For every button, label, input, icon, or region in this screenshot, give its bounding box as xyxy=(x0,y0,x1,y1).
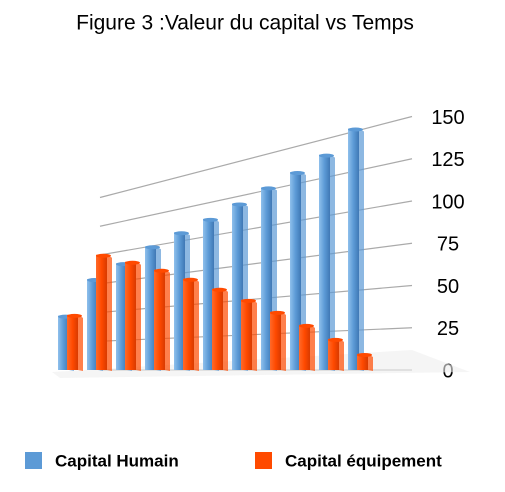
bar-side xyxy=(252,299,257,371)
bar-top xyxy=(174,231,189,236)
bar xyxy=(67,313,83,371)
bar-face xyxy=(261,187,272,370)
bar-side xyxy=(310,324,315,371)
bar-face xyxy=(154,269,165,370)
bar-face xyxy=(174,232,185,370)
bar-top xyxy=(290,171,305,176)
bar-face xyxy=(116,263,127,370)
bar-top xyxy=(145,245,160,250)
chart-title: Figure 3 :Valeur du capital vs Temps xyxy=(76,12,414,35)
bar-face xyxy=(299,324,310,370)
bar xyxy=(299,323,315,371)
bar-top xyxy=(154,268,169,273)
bar-face xyxy=(203,218,214,370)
bar xyxy=(290,171,306,371)
bar-face xyxy=(357,353,368,370)
y-tick-label: 150 xyxy=(431,107,464,129)
bar-side xyxy=(194,278,199,371)
bar xyxy=(270,310,286,371)
y-tick-label: 125 xyxy=(431,149,464,171)
bar-side xyxy=(107,254,112,371)
bar-side xyxy=(359,128,364,371)
bar xyxy=(183,277,199,371)
bar-top xyxy=(348,127,363,132)
bar-face xyxy=(232,203,243,370)
bar-top xyxy=(357,352,372,357)
bar-face xyxy=(212,288,223,370)
y-tick-label: 100 xyxy=(431,191,464,213)
grid-line xyxy=(99,158,413,227)
bar-top xyxy=(125,260,140,265)
bar-top xyxy=(183,277,198,282)
y-tick-label: 75 xyxy=(437,234,459,256)
bar-side xyxy=(281,311,286,371)
bar-top xyxy=(212,287,227,292)
bar-face xyxy=(241,299,252,370)
legend-swatch xyxy=(25,452,42,469)
bar-side xyxy=(368,353,373,371)
bar xyxy=(241,298,257,371)
bar-top xyxy=(96,253,111,258)
bar-side xyxy=(136,261,141,371)
legend-swatch xyxy=(255,452,272,469)
bar-side xyxy=(339,338,344,371)
bar-side xyxy=(223,288,228,371)
legend-label: Capital Humain xyxy=(55,451,179,470)
bar xyxy=(212,287,228,371)
bar-top xyxy=(319,153,334,158)
bar-side xyxy=(165,269,170,371)
bar-top xyxy=(241,298,256,303)
bar xyxy=(357,352,373,371)
bar-top xyxy=(328,337,343,342)
bar-face xyxy=(270,311,281,370)
bar-top xyxy=(203,217,218,222)
bar-face xyxy=(67,314,78,370)
bar xyxy=(125,260,141,371)
bar xyxy=(348,127,364,371)
bar-face xyxy=(290,172,301,370)
y-tick-label: 50 xyxy=(437,276,459,298)
bar xyxy=(328,337,344,371)
bar-face xyxy=(348,128,359,370)
bar-face xyxy=(145,246,156,370)
bar-face xyxy=(319,154,330,370)
bar-face xyxy=(58,315,69,370)
bar-top xyxy=(232,202,247,207)
bar-top xyxy=(270,310,285,315)
bar xyxy=(154,268,170,371)
bar-face xyxy=(87,279,98,370)
bar-side xyxy=(301,172,306,371)
bar-face xyxy=(96,254,107,370)
y-tick-label: 25 xyxy=(437,318,459,340)
bar xyxy=(96,253,112,371)
legend-label: Capital équipement xyxy=(285,451,442,470)
bar-top xyxy=(261,186,276,191)
grid-line xyxy=(99,115,413,199)
bar-face xyxy=(183,278,194,370)
bar-top xyxy=(299,323,314,328)
bar-side xyxy=(330,154,335,371)
bar-top xyxy=(67,313,82,318)
bar xyxy=(319,153,335,371)
bar-face xyxy=(125,261,136,370)
bar-face xyxy=(328,338,339,370)
bar-side xyxy=(78,314,83,371)
